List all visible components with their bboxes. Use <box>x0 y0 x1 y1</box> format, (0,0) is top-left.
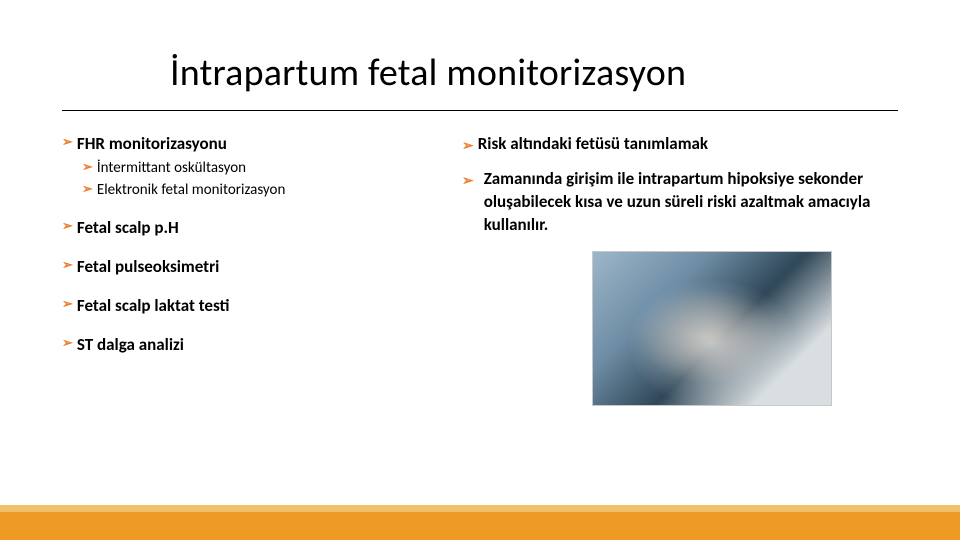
spacer <box>62 320 422 334</box>
bullet-arrow-icon: ➢ <box>82 158 93 178</box>
bullet-arrow-icon: ➢ <box>62 256 73 276</box>
bullet-text: Fetal pulseoksimetri <box>77 256 219 278</box>
left-column: ➢ FHR monitorizasyonu ➢ İntermittant osk… <box>62 133 422 406</box>
bullet-text: FHR monitorizasyonu <box>77 133 227 155</box>
bullet-st-dalga: ➢ ST dalga analizi <box>62 334 422 356</box>
subbullet-text: İntermittant oskültasyon <box>97 158 246 178</box>
bullet-arrow-icon: ➢ <box>62 217 73 237</box>
bullet-zamaninda: ➢ Zamanında girişim ile intrapartum hipo… <box>462 168 898 237</box>
bullet-arrow-icon: ➢ <box>82 180 93 200</box>
bullet-arrow-icon: ➢ <box>62 295 73 315</box>
bullet-risk: ➢ Risk altındaki fetüsü tanımlamak <box>462 133 898 156</box>
bullet-text: Fetal scalp p.H <box>77 217 179 239</box>
bullet-text: Zamanında girişim ile intrapartum hipoks… <box>484 168 898 237</box>
bullet-arrow-icon: ➢ <box>462 170 474 191</box>
title-container: İntrapartum fetal monitorizasyon <box>0 0 960 104</box>
spacer <box>62 203 422 217</box>
spacer <box>62 242 422 256</box>
bullet-arrow-icon: ➢ <box>462 135 474 156</box>
patient-monitoring-photo <box>592 251 832 406</box>
slide-title: İntrapartum fetal monitorizasyon <box>170 50 900 96</box>
bullet-arrow-icon: ➢ <box>62 334 73 354</box>
content-area: ➢ FHR monitorizasyonu ➢ İntermittant osk… <box>0 111 960 406</box>
bullet-text: Fetal scalp laktat testi <box>77 295 230 317</box>
bullet-text: Risk altındaki fetüsü tanımlamak <box>478 133 708 156</box>
spacer <box>62 281 422 295</box>
bullet-scalp-laktat: ➢ Fetal scalp laktat testi <box>62 295 422 317</box>
subbullet-intermittant: ➢ İntermittant oskültasyon <box>82 158 422 178</box>
bullet-arrow-icon: ➢ <box>62 133 73 153</box>
right-column: ➢ Risk altındaki fetüsü tanımlamak ➢ Zam… <box>462 133 898 406</box>
bullet-scalp-ph: ➢ Fetal scalp p.H <box>62 217 422 239</box>
subbullet-elektronik: ➢ Elektronik fetal monitorizasyon <box>82 180 422 200</box>
slide: İntrapartum fetal monitorizasyon ➢ FHR m… <box>0 0 960 540</box>
bullet-text: ST dalga analizi <box>77 334 184 356</box>
bullet-fhr: ➢ FHR monitorizasyonu <box>62 133 422 155</box>
footer-bar <box>0 512 960 540</box>
subbullet-text: Elektronik fetal monitorizasyon <box>97 180 285 200</box>
bullet-pulseoksimetri: ➢ Fetal pulseoksimetri <box>62 256 422 278</box>
